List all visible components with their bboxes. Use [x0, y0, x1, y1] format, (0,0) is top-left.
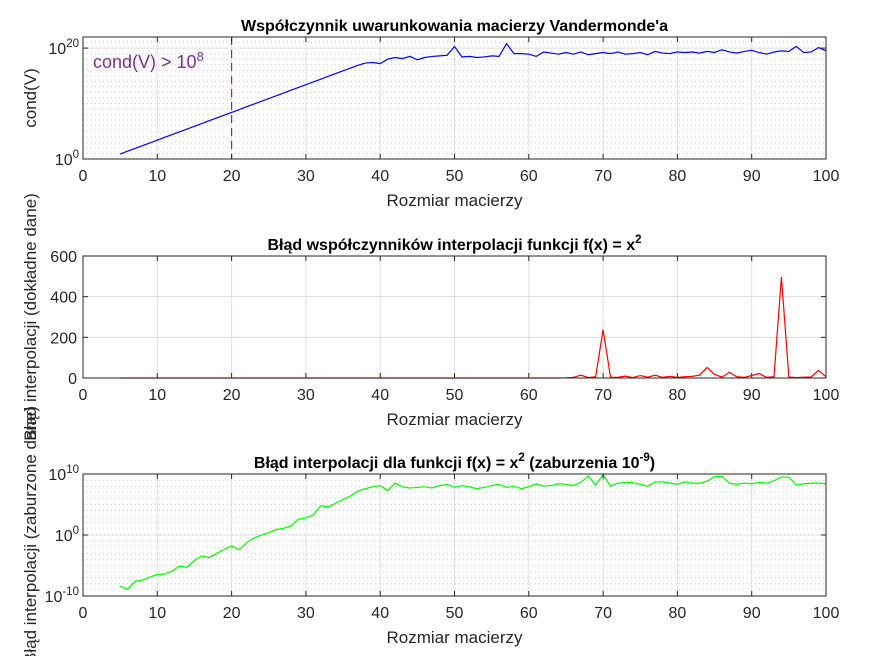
y-tick-label: 600 [50, 249, 77, 266]
x-tick-label: 40 [371, 605, 389, 622]
y-axis-label: cond(V) [21, 68, 40, 128]
y-tick-label: 10-10 [45, 586, 79, 606]
y-tick-label: 1020 [48, 38, 79, 58]
y-tick-label: 400 [50, 290, 77, 307]
chart-title: Współczynnik uwarunkowania macierzy Vand… [241, 18, 668, 35]
x-tick-label: 20 [223, 605, 241, 622]
x-tick-label: 60 [520, 168, 538, 185]
x-axis-label: Rozmiar macierzy [386, 410, 523, 429]
chart-3: 0 10 20 30 40 50 60 70 80 90 100 10-10 100 1010 Rozmia… [21, 406, 839, 656]
y-tick-label: 1010 [48, 464, 79, 484]
x-tick-label: 30 [297, 605, 315, 622]
x-tick-label: 50 [446, 605, 464, 622]
x-tick-label: 60 [520, 387, 538, 404]
x-tick-label: 70 [594, 168, 612, 185]
x-tick-label: 50 [446, 168, 464, 185]
x-tick-label: 10 [148, 168, 166, 185]
y-axis-label: Błąd interpolacji (zaburzone dane) [21, 406, 40, 656]
x-tick-label: 90 [743, 605, 761, 622]
x-axis-label: Rozmiar macierzy [386, 628, 523, 647]
x-tick-label: 90 [743, 168, 761, 185]
chart-2: 0 10 20 30 40 50 60 70 80 90 100 0 200 400 600 Rozmiar … [21, 193, 839, 441]
series-line [119, 42, 827, 155]
x-tick-label: 50 [446, 387, 464, 404]
x-tick-label: 30 [297, 168, 315, 185]
x-tick-label: 100 [813, 605, 840, 622]
x-tick-label: 80 [669, 168, 687, 185]
x-tick-label: 0 [79, 168, 88, 185]
x-tick-label: 30 [297, 387, 315, 404]
x-tick-label: 100 [813, 168, 840, 185]
x-tick-label: 80 [669, 605, 687, 622]
x-tick-label: 100 [813, 387, 840, 404]
x-tick-label: 80 [669, 387, 687, 404]
x-tick-label: 70 [594, 387, 612, 404]
chart-title: Błąd współczynników interpolacji funkcji… [267, 234, 641, 254]
x-tick-label: 20 [223, 387, 241, 404]
x-axis-label: Rozmiar macierzy [386, 191, 523, 210]
chart-title: Błąd interpolacji dla funkcji f(x) = x2 … [254, 452, 655, 472]
threshold-annotation: cond(V) > 108 [93, 49, 204, 72]
x-tick-label: 40 [371, 387, 389, 404]
y-tick-label: 100 [55, 525, 79, 545]
x-tick-label: 40 [371, 168, 389, 185]
x-tick-label: 90 [743, 387, 761, 404]
x-tick-label: 20 [223, 168, 241, 185]
x-tick-label: 0 [79, 387, 88, 404]
x-tick-label: 10 [148, 605, 166, 622]
y-tick-label: 0 [68, 371, 77, 388]
x-tick-label: 0 [79, 605, 88, 622]
y-tick-label: 100 [55, 149, 79, 169]
x-tick-label: 10 [148, 387, 166, 404]
series-line [119, 473, 827, 591]
y-tick-label: 200 [50, 330, 77, 347]
y-axis-label: Błąd interpolacji (dokładne dane) [21, 193, 40, 441]
x-tick-label: 70 [594, 605, 612, 622]
x-tick-label: 60 [520, 605, 538, 622]
